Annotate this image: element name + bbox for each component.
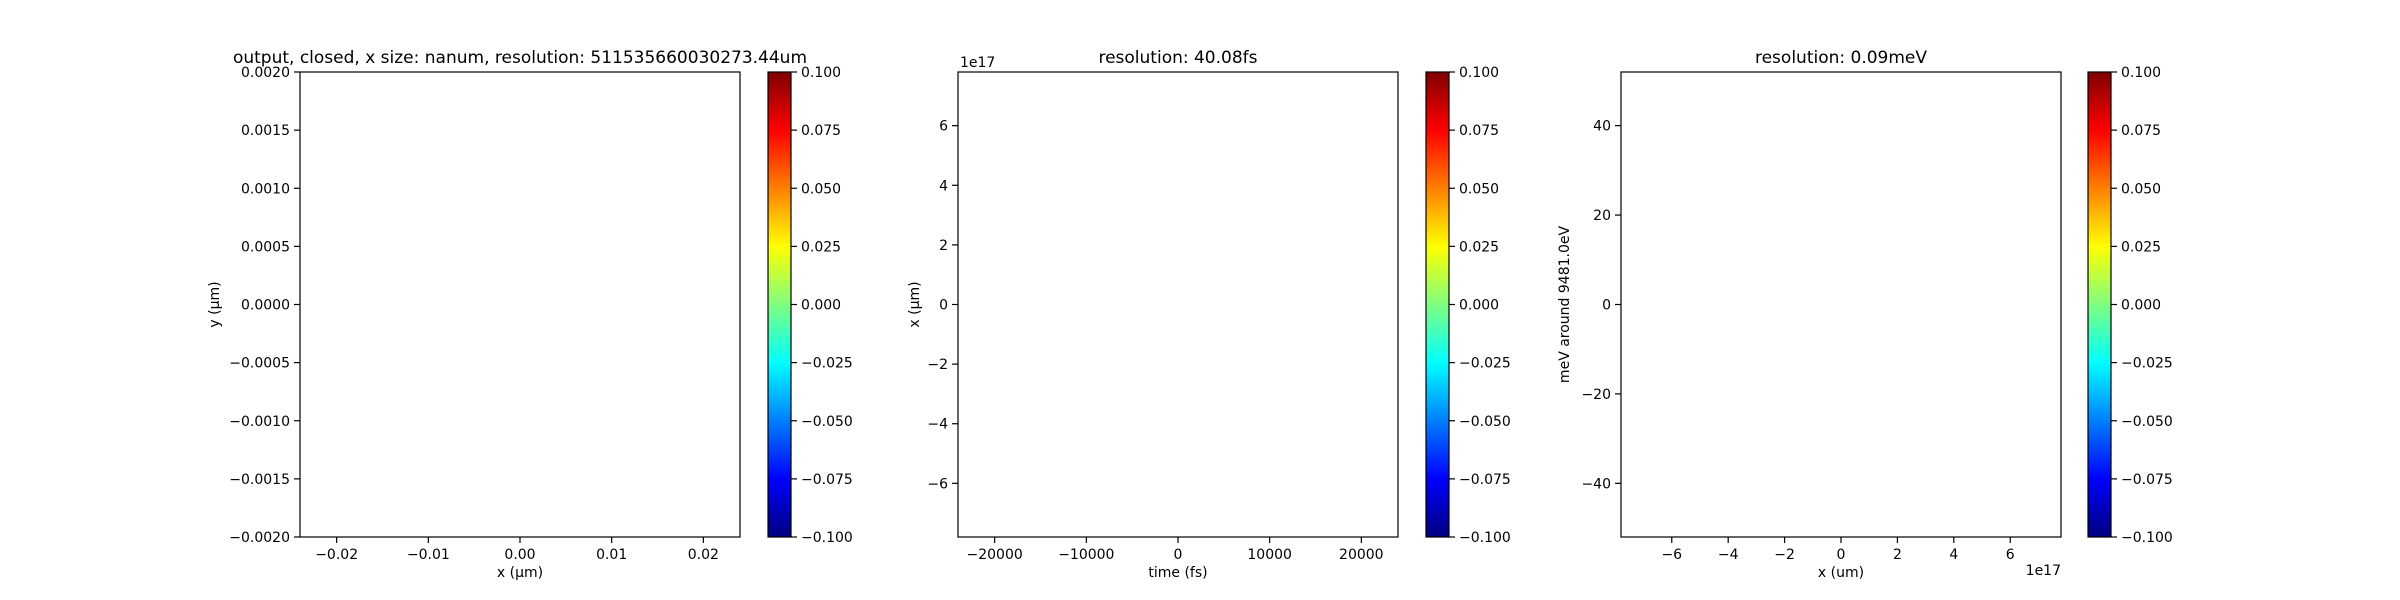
panel-3-x-ticks: −6 −4 −2 0 2 4 6 [1661, 537, 2015, 563]
panel-3-y-tick-label: 20 [1593, 208, 1611, 224]
panel-3-y-tick-label: −20 [1581, 387, 1611, 403]
panel-3-colorbar-tick-label: 0.100 [2121, 65, 2161, 81]
panel-3-x-tick-label: −2 [1774, 547, 1795, 563]
panel-2-colorbar-tick-label: 0.025 [1459, 239, 1499, 255]
panel-2-colorbar-tick-label: 0.075 [1459, 123, 1499, 139]
panel-2-y-tick-label: 4 [939, 178, 948, 194]
panel-1-plot-area [299, 71, 741, 538]
panel-2-colorbar-tick-label: −0.050 [1459, 414, 1511, 430]
panel-2-colorbar-tick-label: −0.025 [1459, 356, 1511, 372]
panel-1-x-ticks: −0.02 −0.01 0.00 0.01 0.02 [315, 537, 719, 563]
panel-3-y-tick-label: 0 [1602, 298, 1611, 314]
panel-3-colorbar-tick-label: −0.075 [2121, 472, 2173, 488]
panel-2-y-axis-label: x (μm) [907, 281, 923, 327]
panel-3-plot-area [1620, 71, 2062, 538]
panel-3: resolution: 0.09meV −6 −4 −2 0 2 4 6 −40−20020… [1557, 48, 2173, 581]
panel-1-y-tick-label: −0.0015 [229, 472, 290, 488]
panel-1-y-axis-label: y (μm) [207, 281, 223, 327]
panel-2: resolution: 40.08fs −20000 −10000 0 10000 20… [907, 48, 1511, 581]
panel-3-y-ticks: −40 −20 0 20 40 [1581, 119, 1621, 492]
panel-1-colorbar-tick-label: −0.100 [801, 530, 853, 546]
panel-1-colorbar-tick-label: 0.050 [801, 181, 841, 197]
panel-2-y-tick-label: −6 [927, 476, 948, 492]
panel-2-x-axis-label: time (fs) [1148, 565, 1207, 581]
panel-3-y-tick-label: −40 [1581, 476, 1611, 492]
panel-1-colorbar-tick-label: 0.100 [801, 65, 841, 81]
panel-2-colorbar-tick-label: 0.100 [1459, 65, 1499, 81]
panel-2-colorbar-tick-label: 0.050 [1459, 181, 1499, 197]
panel-3-x-tick-label: 0 [1837, 547, 1846, 563]
panel-3-x-tick-label: 6 [2006, 547, 2015, 563]
panel-1-x-tick-label: −0.01 [407, 547, 450, 563]
panel-1-colorbar-tick-label: −0.025 [801, 356, 853, 372]
panel-1-y-tick-label: −0.0020 [229, 530, 290, 546]
panel-1-y-tick-label: 0.0005 [241, 239, 290, 255]
panel-2-y-ticks: −6 −4 −2 0 2 4 6 [927, 119, 958, 492]
panel-1-y-ticks: −0.0020 −0.0015 −0.0010 −0.0005 0.0000 0.0005… [229, 65, 300, 546]
panel-2-colorbar-gradient [1426, 72, 1449, 537]
panel-2-x-tick-label: 0 [1174, 547, 1183, 563]
panel-2-x-tick-label: 10000 [1247, 547, 1292, 563]
panel-2-title: resolution: 40.08fs [1098, 48, 1257, 68]
panel-2-colorbar: −0.100 −0.075 −0.050 −0.025 0.000 0.025 0.050 0… [1425, 65, 1511, 546]
panel-1-y-tick-label: 0.0015 [241, 123, 290, 139]
panel-2-colorbar-tick-label: −0.100 [1459, 530, 1511, 546]
panel-1-y-tick-label: 0.0000 [241, 298, 290, 314]
panel-2-x-ticks: −20000 −10000 0 10000 20000 [967, 537, 1384, 563]
panel-3-colorbar-gradient [2088, 72, 2111, 537]
panel-1-colorbar-tick-label: 0.075 [801, 123, 841, 139]
panel-1-colorbar-tick-label: −0.075 [801, 472, 853, 488]
panel-3-x-axis-label: x (um) [1818, 565, 1864, 581]
panel-1-colorbar-tick-label: 0.000 [801, 298, 841, 314]
panel-3-x-offset: 1e17 [2026, 563, 2061, 579]
panel-3-colorbar-tick-label: 0.025 [2121, 239, 2161, 255]
panel-2-colorbar-tick-label: 0.000 [1459, 298, 1499, 314]
panel-1: output, closed, x size: nanum, resolutio… [207, 48, 853, 581]
panel-1-colorbar-gradient [768, 72, 791, 537]
panel-3-x-tick-label: −6 [1661, 547, 1682, 563]
panel-2-y-tick-label: −2 [927, 357, 948, 373]
panel-2-y-tick-label: 0 [939, 298, 948, 314]
panel-3-y-axis-label: meV around 9481.0eV [1557, 226, 1573, 384]
panel-1-colorbar-tick-label: 0.025 [801, 239, 841, 255]
panel-2-y-offset: 1e17 [960, 55, 995, 71]
panel-3-colorbar: −0.100 −0.075 −0.050 −0.025 0.000 0.025 0.050 0… [2087, 65, 2173, 546]
panel-1-x-tick-label: 0.01 [596, 547, 627, 563]
panel-1-x-tick-label: 0.02 [688, 547, 719, 563]
panel-3-colorbar-tick-label: −0.050 [2121, 414, 2173, 430]
panel-2-y-tick-label: 6 [939, 119, 948, 135]
panel-2-x-tick-label: −10000 [1058, 547, 1114, 563]
panel-3-colorbar-tick-label: 0.075 [2121, 123, 2161, 139]
panel-3-x-tick-label: −4 [1718, 547, 1739, 563]
panel-1-colorbar-tick-label: −0.050 [801, 414, 853, 430]
panel-3-colorbar-tick-label: 0.050 [2121, 181, 2161, 197]
panel-3-y-tick-label: 40 [1593, 119, 1611, 135]
panel-3-colorbar-tick-label: −0.025 [2121, 356, 2173, 372]
panel-1-x-tick-label: 0.00 [504, 547, 535, 563]
panel-2-x-tick-label: 20000 [1339, 547, 1384, 563]
panel-1-y-tick-label: 0.0010 [241, 181, 290, 197]
panel-1-y-tick-label: 0.0020 [241, 65, 290, 81]
panel-3-x-tick-label: 2 [1893, 547, 1902, 563]
panel-1-title: output, closed, x size: nanum, resolutio… [233, 48, 807, 68]
panel-3-title: resolution: 0.09meV [1755, 48, 1927, 68]
panel-1-y-tick-label: −0.0010 [229, 414, 290, 430]
panel-2-colorbar-tick-label: −0.075 [1459, 472, 1511, 488]
panel-1-y-tick-label: −0.0005 [229, 356, 290, 372]
panel-2-plot-area [957, 71, 1399, 538]
panel-1-x-tick-label: −0.02 [315, 547, 358, 563]
panel-3-colorbar-tick-label: 0.000 [2121, 298, 2161, 314]
panel-2-y-tick-label: −4 [927, 417, 948, 433]
panel-3-colorbar-tick-label: −0.100 [2121, 530, 2173, 546]
panel-1-colorbar: −0.100 −0.075 −0.050 −0.025 0.000 0.025 0.050 0… [767, 65, 853, 546]
panel-2-y-tick-label: 2 [939, 238, 948, 254]
panel-3-x-tick-label: 4 [1949, 547, 1958, 563]
panel-1-x-axis-label: x (μm) [497, 565, 543, 581]
panel-2-x-tick-label: −20000 [967, 547, 1023, 563]
